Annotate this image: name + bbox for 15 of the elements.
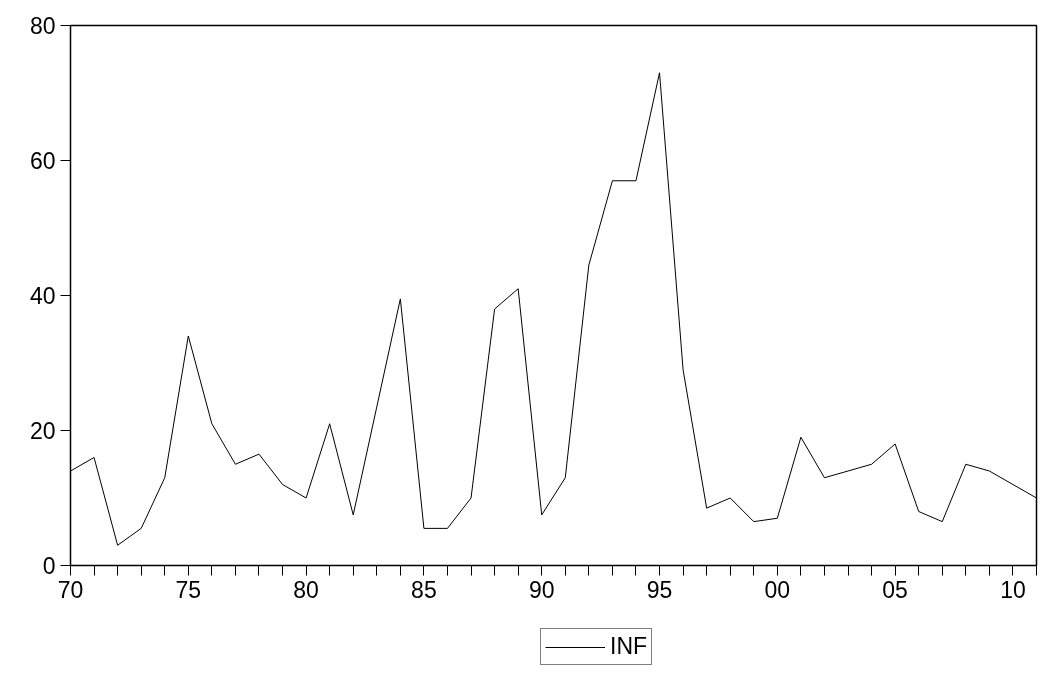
y-tick-label: 20 xyxy=(29,418,56,444)
x-tick-label: 00 xyxy=(764,576,791,603)
x-tick-label: 95 xyxy=(646,576,673,603)
legend-label: INF xyxy=(610,633,648,660)
y-tick-label: 60 xyxy=(29,148,56,174)
y-tick-label: 0 xyxy=(42,553,56,579)
x-tick-label: 85 xyxy=(411,576,437,603)
x-tick-label: 10 xyxy=(1000,576,1026,603)
x-tick-label: 75 xyxy=(175,576,202,603)
y-tick-label: 80 xyxy=(29,13,56,39)
x-tick-label: 80 xyxy=(293,576,319,603)
x-tick-label: 90 xyxy=(528,576,555,603)
x-tick-label: 70 xyxy=(57,576,84,603)
y-tick-label: 40 xyxy=(29,283,56,309)
x-tick-label: 05 xyxy=(882,576,908,603)
